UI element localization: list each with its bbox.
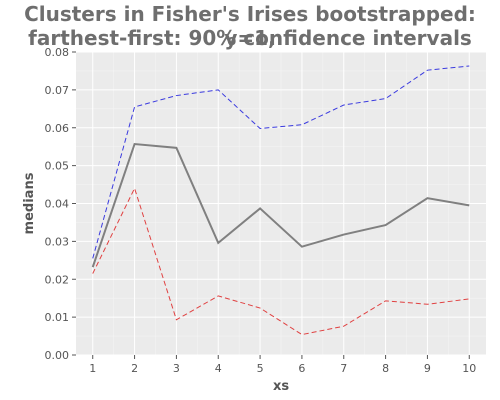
y-axis-ticks: 0.00 0.01 0.02 0.03 0.04 0.05 0.06 0.07 0.08	[45, 46, 76, 362]
x-tick-label: 6	[298, 362, 305, 375]
x-tick-label: 1	[89, 362, 96, 375]
x-axis-label: xs	[273, 379, 289, 394]
y-tick-label: 0.06	[45, 122, 70, 135]
series-lines	[91, 65, 470, 336]
series-line-upper	[92, 65, 470, 259]
x-tick-label: 4	[215, 362, 222, 375]
x-tick-label: 9	[424, 362, 431, 375]
series-line-lower	[92, 187, 470, 336]
chart-title-line-2: farthest-first: 90% confidence intervals	[28, 26, 472, 50]
y-tick-label: 0.07	[45, 84, 70, 97]
x-tick-label: 8	[382, 362, 389, 375]
x-tick-label: 5	[257, 362, 264, 375]
x-tick-label: 2	[131, 362, 138, 375]
series-line-median	[91, 142, 470, 268]
y-tick-label: 0.08	[45, 46, 70, 59]
y-tick-label: 0.01	[45, 311, 70, 324]
y-tick-label: 0.04	[45, 198, 70, 211]
x-tick-label: 7	[340, 362, 347, 375]
x-axis-ticks: 1 2 3 4 5 6 7 8 9 10	[89, 355, 476, 375]
y-tick-label: 0.02	[45, 273, 70, 286]
y-tick-label: 0.05	[45, 160, 70, 173]
y-axis-label: medians	[22, 172, 37, 234]
x-tick-label: 10	[462, 362, 476, 375]
y-tick-label: 0.00	[45, 349, 70, 362]
y-tick-label: 0.03	[45, 235, 70, 248]
chart-title-line-1: Clusters in Fisher's Irises bootstrapped…	[24, 2, 476, 50]
x-tick-label: 3	[173, 362, 180, 375]
